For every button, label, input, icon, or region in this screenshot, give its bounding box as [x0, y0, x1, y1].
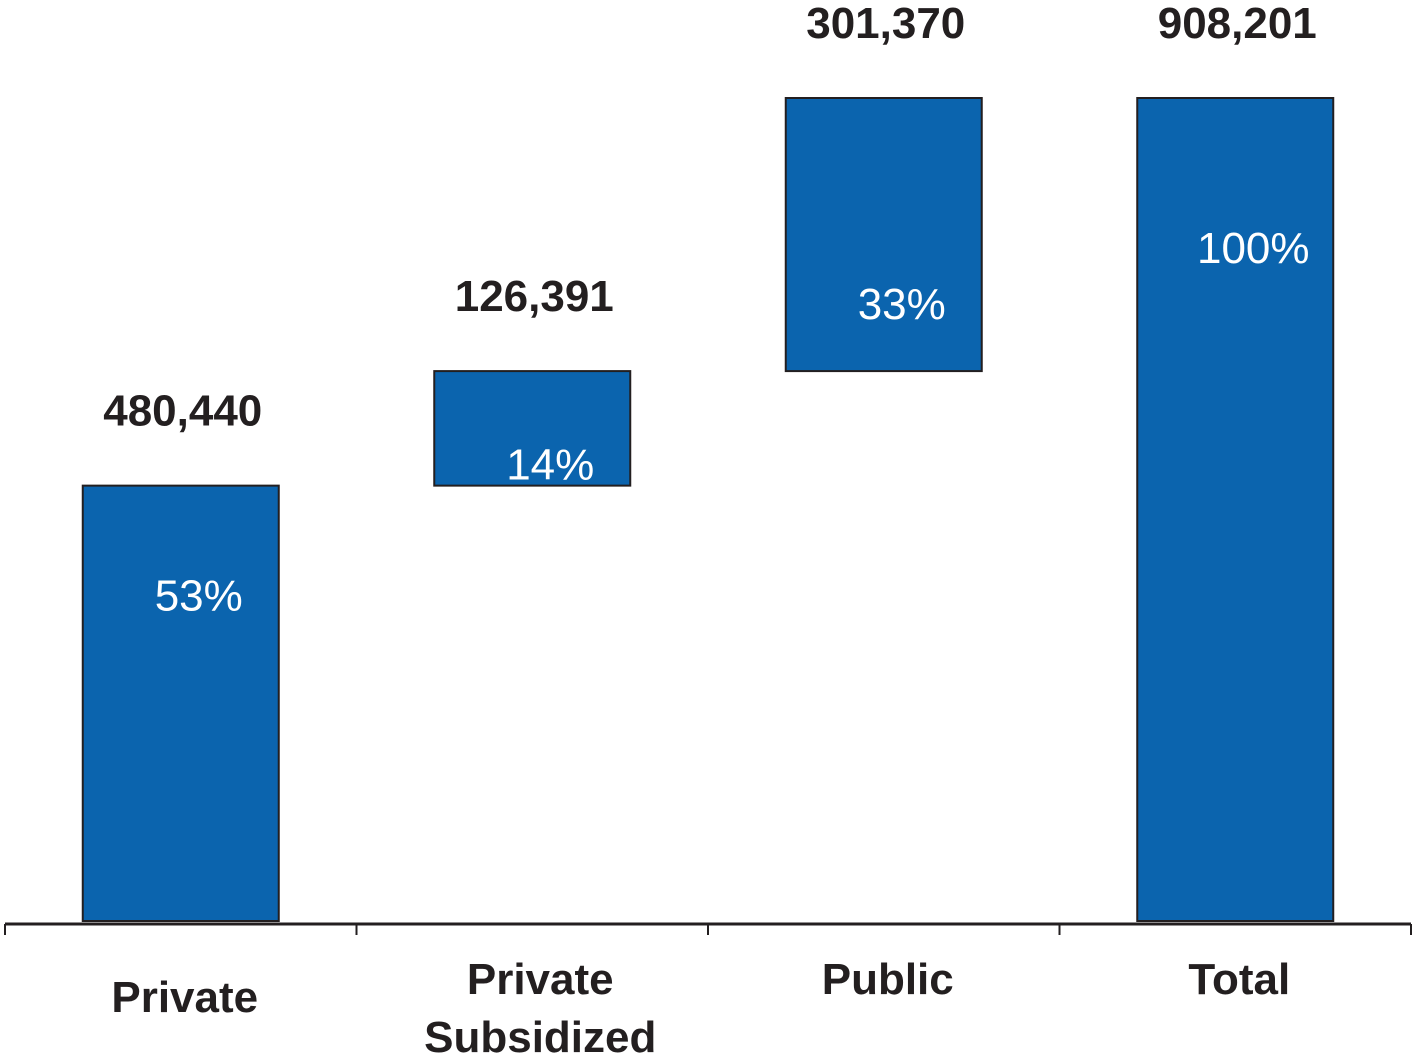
- category-label-1: Private: [467, 955, 614, 1004]
- bar-1: [433, 370, 632, 487]
- bar-3: [1136, 97, 1335, 922]
- bar-2: [784, 97, 983, 373]
- share-label-2: 33%: [858, 280, 946, 329]
- share-label-1: 14%: [506, 441, 594, 490]
- category-label-3: Total: [1188, 955, 1290, 1004]
- share-label-3: 100%: [1197, 224, 1310, 273]
- value-label-0: 480,440: [103, 387, 262, 436]
- category-label-0: Private: [111, 973, 258, 1022]
- value-label-2: 301,370: [806, 0, 965, 48]
- value-label-3: 908,201: [1158, 0, 1317, 48]
- share-label-0: 53%: [155, 572, 243, 621]
- category-label-1-line2: Subsidized: [424, 1013, 656, 1056]
- value-label-1: 126,391: [455, 272, 614, 321]
- bar-0: [81, 484, 280, 922]
- category-label-2: Public: [822, 955, 954, 1004]
